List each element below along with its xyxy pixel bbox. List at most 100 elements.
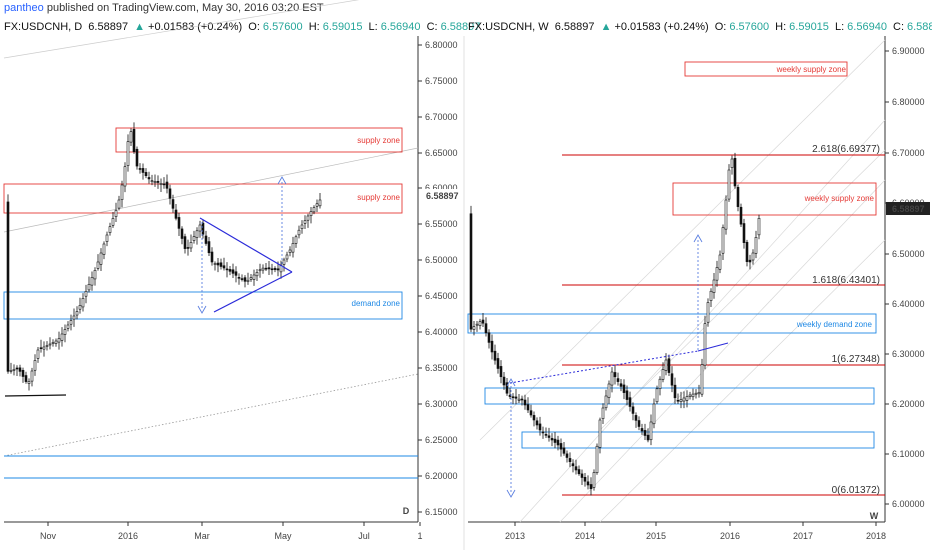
right-candle (532, 415, 536, 421)
right-candle (715, 267, 719, 281)
right-fib-1-label: 1(6.27348) (832, 354, 880, 365)
right-candle (490, 340, 494, 353)
right-demand-box-1[interactable] (484, 387, 875, 405)
right-price-axis[interactable]: 6.900006.800006.700006.600006.500006.400… (885, 46, 925, 509)
left-candle (237, 277, 241, 279)
right-candle (700, 364, 704, 395)
left-price-tag-label: 6.58897 (426, 191, 459, 201)
right-fib-0-label: 0(6.01372) (832, 485, 880, 496)
right-candle (673, 384, 677, 399)
left-time-tick-label: 1 (417, 531, 422, 541)
left-candle (132, 129, 136, 152)
right-weekly-supply-zone-lower[interactable] (672, 182, 877, 216)
left-time-tick-label: Nov (40, 531, 57, 541)
left-candle (27, 381, 31, 384)
right-candle (481, 319, 485, 324)
left-low: 6.56940 (380, 21, 421, 33)
right-candle (619, 383, 623, 387)
left-candle (102, 243, 106, 255)
left-time-axis[interactable]: Nov 2016 Mar May Jul 1 (40, 522, 423, 541)
left-supply-zone-upper[interactable] (115, 127, 403, 153)
left-supply-zone-lower[interactable] (3, 183, 403, 214)
right-measured-move-1-up-arrow-icon (506, 378, 516, 387)
left-candle (216, 262, 220, 266)
right-candle (634, 415, 638, 421)
right-candle (472, 326, 476, 330)
author-link[interactable]: pantheo (4, 2, 44, 14)
right-candle (622, 384, 626, 393)
right-candle (712, 279, 716, 293)
right-candle (586, 481, 590, 486)
right-candle (559, 443, 563, 450)
left-candle (126, 141, 130, 166)
right-candle (520, 398, 524, 401)
right-candle (655, 388, 659, 403)
left-candle (144, 172, 148, 177)
left-candle (15, 367, 19, 370)
left-candle (12, 369, 16, 371)
left-candle (90, 277, 94, 286)
left-plot-area[interactable] (4, 36, 418, 522)
left-demand-zone[interactable] (3, 291, 403, 320)
left-candle (231, 269, 235, 274)
right-fan-lines (479, 39, 886, 523)
left-candle (93, 270, 97, 280)
left-chart[interactable]: supply zone supply zone demand zone 6.80… (3, 0, 464, 541)
left-candle (150, 180, 154, 182)
right-weekly-supply-zone-upper[interactable] (684, 61, 848, 77)
left-measured-move-2-arrow-icon (277, 176, 287, 185)
left-candle (63, 329, 67, 335)
right-price-tick-label: 6.70000 (892, 148, 925, 158)
left-candle (198, 224, 202, 232)
left-candle (261, 267, 265, 271)
left-candle (42, 346, 46, 350)
left-candle (165, 181, 169, 189)
right-demand-box-2[interactable] (521, 431, 875, 449)
left-candle (120, 184, 124, 200)
left-candle (276, 268, 280, 271)
right-symbol: FX:USDCNH, W (468, 21, 549, 33)
left-candle (264, 267, 268, 270)
left-candle (57, 338, 61, 343)
right-time-axis[interactable]: 2013 2014 2015 2016 2017 2018 (505, 522, 886, 541)
right-candle (628, 397, 632, 407)
left-candle (255, 272, 259, 277)
left-candle (117, 199, 121, 209)
right-time-tick-label: 2015 (646, 531, 666, 541)
right-candle (556, 439, 560, 446)
left-price-tick-label: 6.60000 (425, 183, 458, 193)
right-price-tag-label: 6.58897 (892, 204, 925, 214)
left-change: +0.01583 (+0.24%) (148, 21, 243, 33)
left-candle (108, 226, 112, 233)
left-candle (156, 181, 160, 183)
left-candle (84, 291, 88, 297)
right-candle (613, 372, 617, 378)
right-candle (652, 403, 656, 425)
left-candle (222, 265, 226, 269)
left-price-axis[interactable]: 6.80000 6.75000 6.70000 6.65000 6.60000 6.550… (418, 40, 458, 517)
left-candle (192, 236, 196, 241)
left-price-tick-label: 6.45000 (425, 291, 458, 301)
left-candle (225, 268, 229, 271)
left-candle (252, 274, 256, 280)
right-candle (574, 466, 578, 471)
right-candle (748, 259, 752, 263)
left-candle (210, 251, 214, 263)
right-plot-area[interactable] (468, 36, 885, 522)
left-high: 6.59015 (322, 21, 363, 33)
left-measured-move-1-arrow-icon (197, 305, 207, 314)
left-candle (213, 263, 217, 265)
left-demand-zone-label: demand zone (352, 299, 401, 308)
left-candle (159, 183, 163, 185)
right-candle (739, 206, 743, 225)
right-candle (535, 420, 539, 426)
left-channel-line-upper (3, 147, 419, 233)
left-candle (69, 320, 73, 325)
right-chart[interactable]: 2.618(6.69377) 1.618(6.43401) 1(6.27348)… (467, 36, 930, 541)
right-weekly-demand-zone[interactable] (467, 313, 877, 334)
left-candle (153, 181, 157, 184)
left-candle (171, 199, 175, 209)
left-price-tick-label: 6.35000 (425, 363, 458, 373)
right-candle (637, 420, 641, 427)
left-candle (105, 234, 109, 242)
